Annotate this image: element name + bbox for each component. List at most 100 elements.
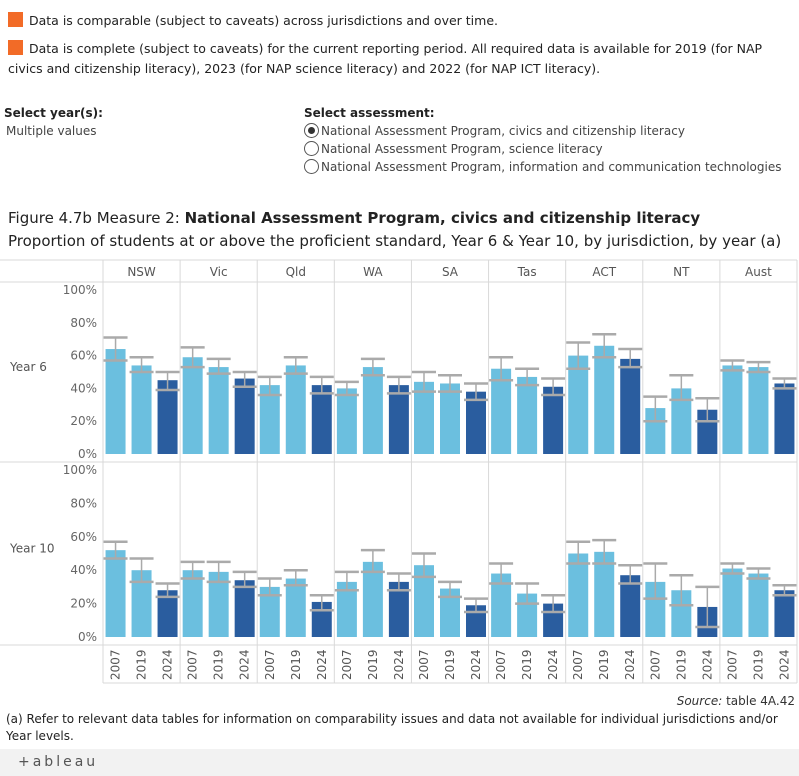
bar [414,565,434,637]
row-label: Year 10 [9,542,55,556]
bar-chart: NSW Vic Qld WA SA Tas ACT NT Aust Year 6 0% 20% 40% 6… [0,259,798,684]
y-tick-label: 20% [70,414,97,428]
bar [517,376,538,454]
row-label: Year 6 [9,360,47,374]
bar [620,358,641,454]
bar [157,590,178,637]
bar [105,349,126,454]
bar [440,588,460,637]
jurisdiction-header: Tas [517,265,537,279]
bar [131,570,152,637]
x-tick-label: 2024 [161,649,175,680]
radio-unselected-icon [304,141,319,156]
bar [722,568,743,637]
bar [285,578,306,637]
source-note: Source: table 4A.42 [677,694,795,708]
y-tick-label: 60% [70,349,97,363]
bar [774,383,795,454]
radio-option-science[interactable]: National Assessment Program, science lit… [304,140,603,158]
bar [568,553,589,637]
y-tick-label: 40% [70,381,97,395]
radio-option-civics[interactable]: National Assessment Program, civics and … [304,122,685,140]
jurisdiction-header: Vic [210,265,228,279]
bar [722,365,743,454]
bar [388,385,409,454]
x-tick-label: 2019 [289,649,303,680]
x-tick-label: 2019 [212,649,226,680]
figure-title: Figure 4.7b Measure 2: National Assessme… [8,209,700,227]
x-tick-label: 2024 [777,649,791,680]
y-tick-label: 20% [70,597,97,611]
y-tick-label: 100% [63,463,97,477]
jurisdiction-header: Qld [286,265,306,279]
x-tick-label: 2019 [443,649,457,680]
jurisdiction-header: WA [363,265,383,279]
x-tick-label: 2007 [648,649,662,680]
y-tick-label: 60% [70,530,97,544]
x-tick-label: 2024 [623,649,637,680]
bar [336,388,357,454]
source-label: Source: [676,694,723,708]
radio-label: National Assessment Program, information… [321,160,782,174]
x-tick-label: 2024 [469,649,483,680]
bar [594,345,615,454]
radio-unselected-icon [304,159,319,174]
orange-square-icon [8,40,23,55]
figure-subtitle: Proportion of students at or above the p… [8,232,782,250]
bar [182,357,203,454]
tableau-logo[interactable]: +ableau [18,754,99,770]
legend-note-complete: Data is complete (subject to caveats) fo… [8,39,793,79]
x-tick-label: 2007 [571,649,585,680]
legend-note-comparable: Data is comparable (subject to caveats) … [8,11,788,31]
bar [336,581,357,637]
y-tick-label: 100% [63,283,97,297]
bar [774,590,795,637]
bar [234,580,255,637]
bar [748,573,769,637]
bar [131,365,152,454]
note-complete-text: Data is complete (subject to caveats) fo… [8,41,763,76]
x-tick-label: 2019 [597,649,611,680]
bar [543,386,564,454]
y-tick-label: 80% [70,316,97,330]
bar [645,408,666,454]
bar [620,575,641,637]
x-tick-label: 2019 [135,649,149,680]
footer-bar: +ableau [0,749,799,776]
source-text: table 4A.42 [722,694,795,708]
bar [285,365,306,454]
bar [671,388,692,454]
bar [491,573,512,637]
radio-selected-icon [304,123,319,138]
bar [388,581,409,637]
radio-option-ict[interactable]: National Assessment Program, information… [304,158,781,176]
year-filter-label: Select year(s): [4,106,103,120]
bar [594,551,615,637]
figure-assessment-name: National Assessment Program, civics and … [184,209,701,227]
year-filter-dropdown[interactable]: Multiple values [6,124,97,138]
orange-square-icon [8,12,23,27]
x-tick-label: 2007 [263,649,277,680]
x-tick-label: 2007 [109,649,123,680]
bar [362,367,383,454]
y-tick-label: 0% [78,630,97,644]
bar [105,550,126,637]
bar [208,367,229,454]
x-tick-label: 2024 [700,649,714,680]
y-tick-label: 0% [78,447,97,461]
bar [568,355,589,454]
x-tick-label: 2007 [340,649,354,680]
note-comparable-text: Data is comparable (subject to caveats) … [29,13,498,28]
x-tick-label: 2024 [315,649,329,680]
bar [157,380,178,454]
bar [182,570,203,637]
x-tick-label: 2024 [546,649,560,680]
bar [414,381,434,454]
bar [748,367,769,454]
bar [208,571,229,637]
bar [362,561,383,637]
jurisdiction-header: ACT [592,265,616,279]
figure-prefix: Figure 4.7b Measure 2: [8,209,185,227]
x-tick-label: 2019 [366,649,380,680]
x-tick-label: 2007 [494,649,508,680]
